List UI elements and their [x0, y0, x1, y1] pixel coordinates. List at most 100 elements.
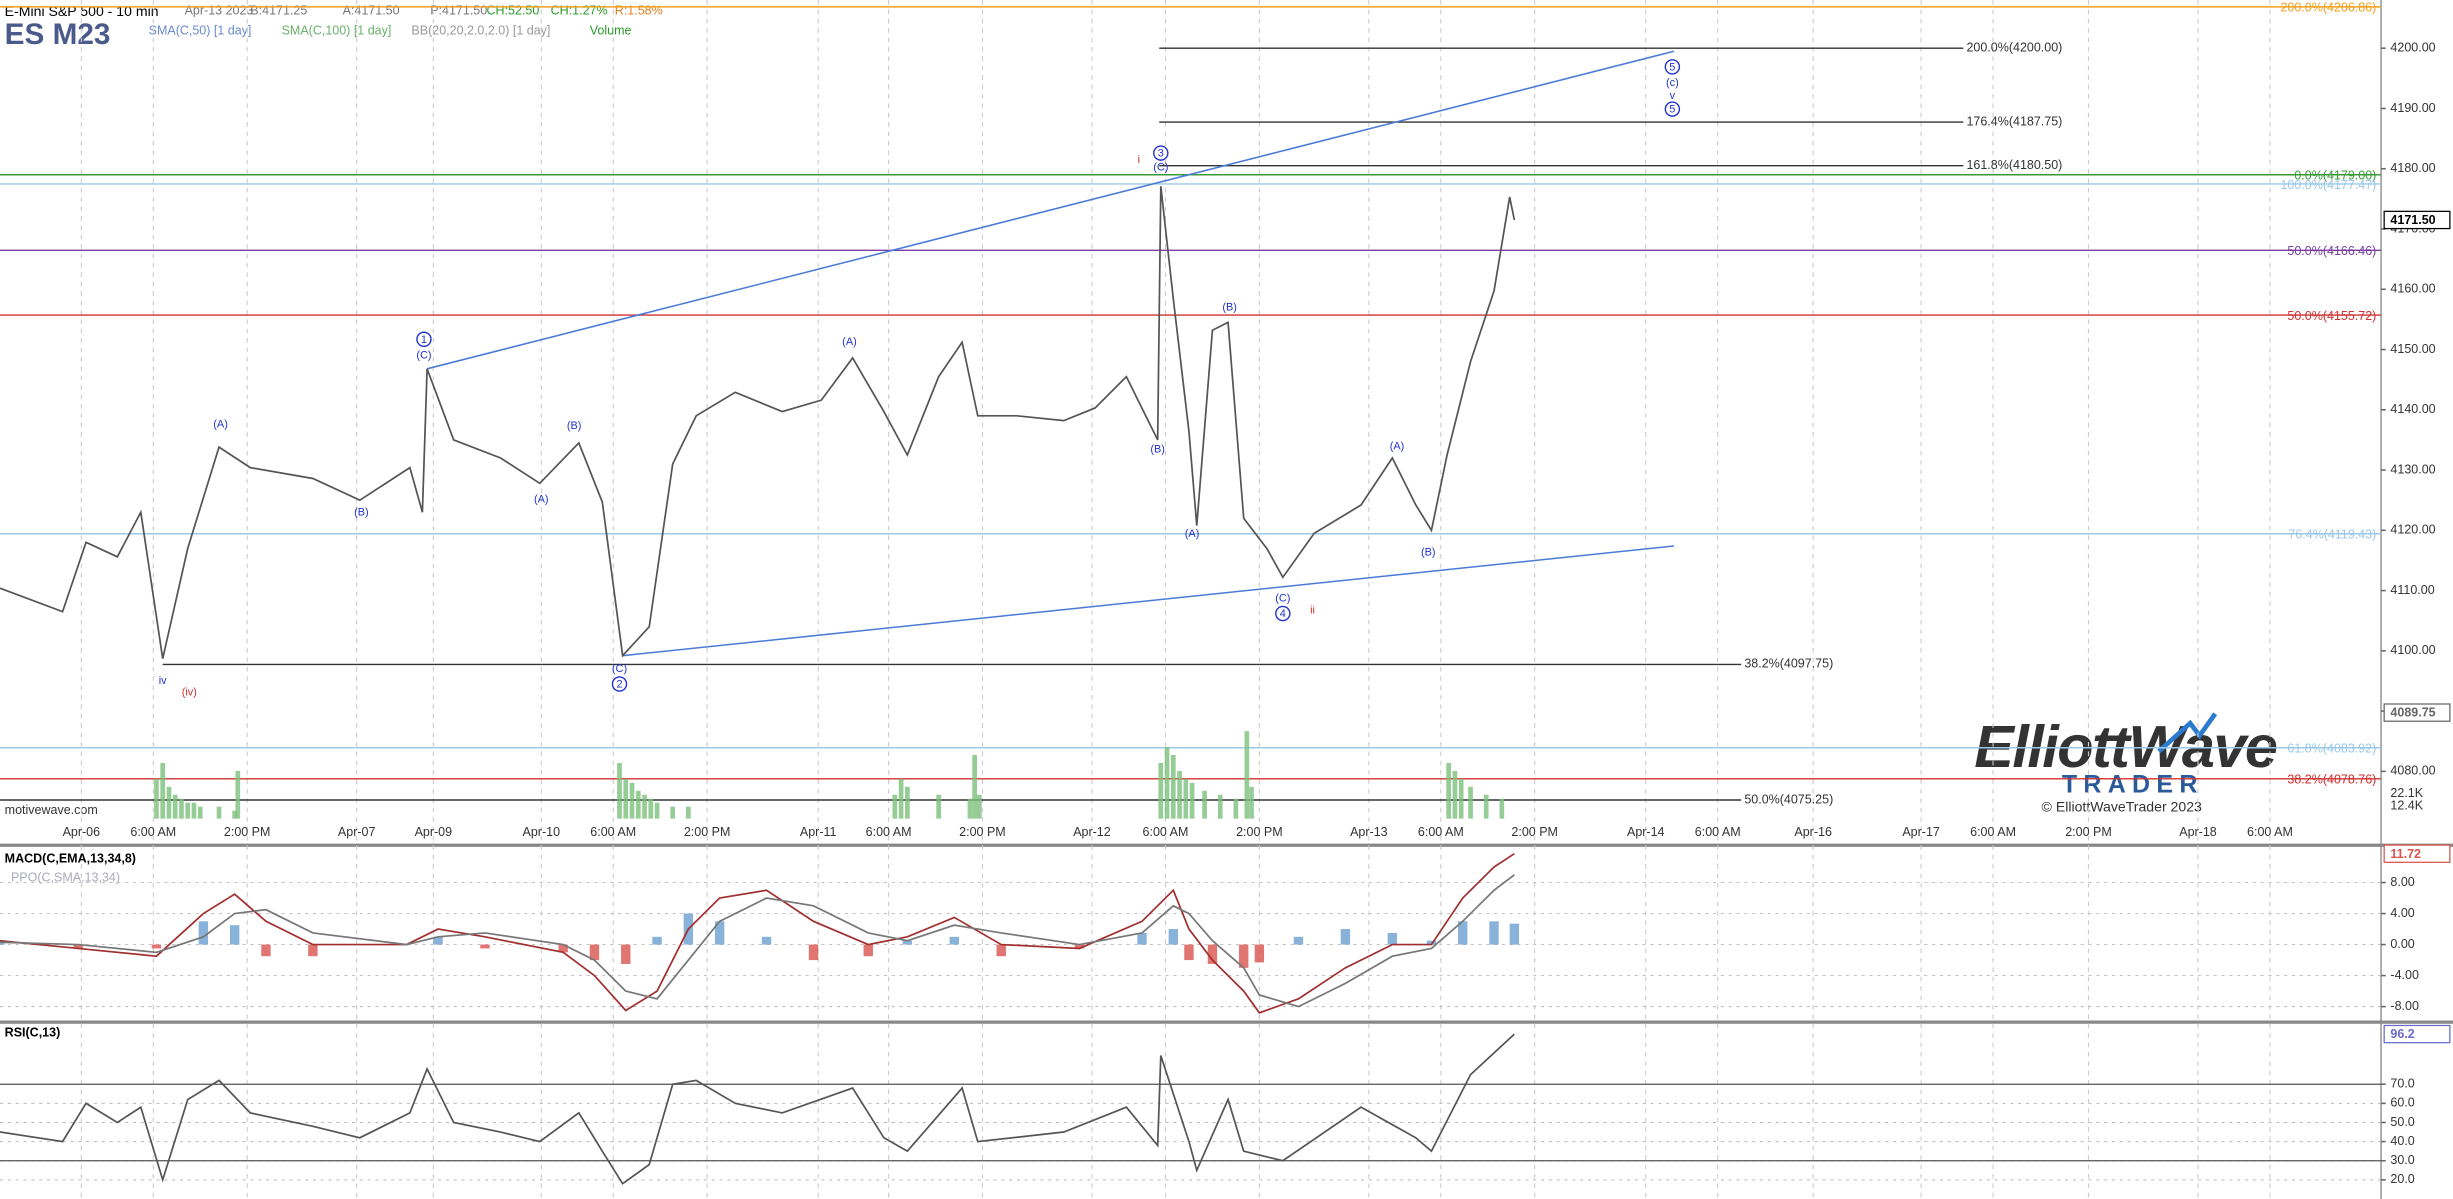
y-tick-label: 4130.00	[2390, 462, 2435, 476]
y-tick-label: 0.00	[2390, 937, 2414, 951]
panel	[154, 731, 1505, 819]
date: Apr-13 2023	[185, 3, 254, 17]
series-line	[0, 1033, 1515, 1185]
wave-circle	[1664, 59, 1681, 75]
histogram-bar	[1387, 932, 1398, 945]
y-tick-label: 4180.00	[2390, 161, 2435, 175]
y-tick-label: 4160.00	[2390, 282, 2435, 296]
wave-label: iv	[159, 675, 167, 687]
histogram-bar	[652, 936, 662, 945]
x-tick-label: Apr-16	[1794, 825, 1832, 839]
panel: 8.00 4.00 0.00 -4.00 -8.00 11.72 MACD(C,EMA,13…	[0, 844, 2451, 1014]
wave-label: ii	[1310, 605, 1315, 617]
x-tick-label: 6:00 AM	[1418, 825, 1464, 839]
volume-bar	[1164, 747, 1170, 819]
fib-label: 76.4%(4119.43)	[2288, 528, 2376, 542]
volume-bar	[892, 794, 898, 819]
copyright: © ElliottWaveTrader 2023	[2042, 798, 2202, 814]
wave-label: v	[1670, 90, 1676, 102]
y-tick-label: 4100.00	[2390, 643, 2435, 657]
histogram-bar	[480, 944, 490, 949]
volume-bar	[972, 754, 977, 819]
histogram-bar	[621, 944, 631, 964]
value-badge	[2383, 210, 2451, 230]
volume-bar	[172, 794, 178, 819]
histogram-bar	[229, 925, 240, 945]
histogram-bar	[151, 944, 162, 949]
volume-bar	[1177, 770, 1182, 819]
volume-bar	[648, 798, 654, 819]
volume-bar	[967, 798, 973, 819]
histogram-bar	[1168, 929, 1179, 945]
fib-label: 50.0%(4075.25)	[1744, 792, 1833, 806]
range: R:1.58%	[615, 3, 663, 17]
volume-bar	[898, 778, 904, 819]
volume-bar	[629, 782, 635, 819]
series-line	[0, 874, 1515, 1008]
fib-label: 176.4%(4187.75)	[1966, 114, 2062, 128]
volume-bar	[936, 794, 941, 819]
histogram-bar	[863, 944, 873, 957]
volume-bar	[1158, 762, 1164, 819]
wave-label: (C)	[1275, 592, 1290, 604]
x-tick-label: Apr-06	[63, 825, 101, 839]
histogram-bar	[1293, 936, 1304, 945]
volume-bar	[1183, 778, 1189, 819]
histogram-bar	[1137, 932, 1147, 945]
x-tick-label: 6:00 AM	[866, 825, 912, 839]
histogram-bar	[949, 936, 959, 945]
wave-label: (C)	[1153, 162, 1168, 174]
wave-label: (B)	[354, 506, 369, 518]
volume-label: 22.1K	[2390, 786, 2423, 800]
wave-circle	[611, 676, 628, 692]
wave-label: 1	[421, 334, 427, 346]
logo-sub: TRADER	[2062, 770, 2204, 798]
x-tick-label: 2:00 PM	[224, 825, 271, 839]
y-tick-label: 60.0	[2390, 1096, 2414, 1110]
wave-label: (A)	[534, 494, 549, 506]
wave-label: (C)	[612, 663, 627, 675]
volume-bar	[1170, 754, 1176, 819]
wave-label: (A)	[842, 336, 857, 348]
wave-label: (B)	[1150, 444, 1165, 456]
logo-name: ElliottWave	[1974, 713, 2277, 780]
series-line	[0, 852, 1515, 1014]
fib-label: 161.8%(4180.50)	[1966, 158, 2062, 172]
volume-bar	[232, 810, 238, 819]
y-tick-label: 4.00	[2390, 906, 2414, 920]
x-tick-label: 2:00 PM	[2065, 825, 2112, 839]
value-badge-label: 11.72	[2390, 847, 2421, 861]
volume-bar	[1249, 786, 1254, 819]
x-tick-label: Apr-18	[2179, 825, 2217, 839]
fib-label: 50.0%(4155.72)	[2287, 309, 2376, 323]
x-tick-label: Apr-09	[415, 825, 453, 839]
histogram-bar	[1239, 944, 1249, 968]
wave-label: 2	[616, 679, 622, 691]
logo-arrow	[2157, 712, 2218, 754]
panel-subtitle: PPO(C,SMA,13,34)	[11, 870, 120, 884]
histogram-bar	[1489, 921, 1499, 945]
volume-bar	[617, 762, 622, 819]
fib-label: 38.2%(4097.75)	[1744, 657, 1833, 671]
x-tick-label: 2:00 PM	[684, 825, 731, 839]
volume-bar	[1458, 778, 1464, 819]
volume-bar	[623, 778, 629, 819]
study: SMA(C,100) [1 day]	[282, 24, 392, 38]
wave-label: 4	[1280, 608, 1286, 620]
volume-bar	[1483, 794, 1489, 819]
source: motivewave.com	[5, 803, 98, 817]
x-tick-label: 6:00 AM	[1695, 825, 1741, 839]
y-tick-label: 4200.00	[2390, 41, 2435, 55]
histogram-bar	[1254, 944, 1265, 963]
y-tick-label: 30.0	[2390, 1153, 2414, 1167]
wave-label: (c)	[1666, 77, 1679, 89]
y-tick-label: -4.00	[2390, 968, 2419, 982]
trendline	[426, 50, 1675, 370]
histogram-bar	[808, 944, 819, 961]
wave-circle	[1664, 101, 1681, 117]
logo: ElliottWave TRADER © ElliottWaveTrader 2…	[1974, 712, 2278, 814]
wave-label: 5	[1669, 104, 1675, 116]
volume-bar	[654, 802, 660, 819]
